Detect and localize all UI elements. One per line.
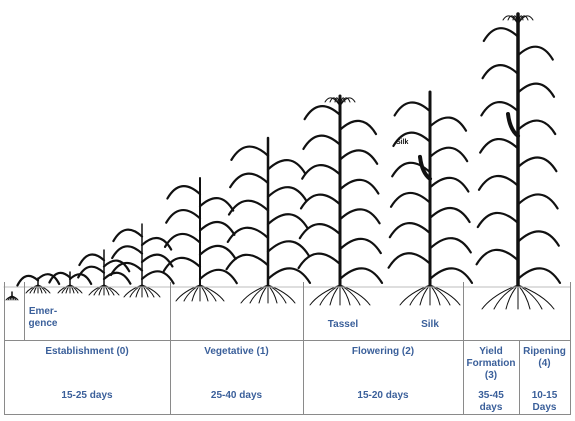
stage-duration-ripening: 10-15 Days <box>531 390 558 413</box>
tassel-label: Tassel <box>327 319 359 330</box>
grid-line-yield-right <box>519 340 520 415</box>
stage-name-ripening: Ripening (4) <box>523 346 566 369</box>
stage-name-yield-formation: Yield Formation (3) <box>466 346 516 381</box>
stage-duration-yield-formation: 35-45 days <box>478 390 504 413</box>
table-bottom-line <box>4 414 571 415</box>
maize-plant <box>162 177 238 302</box>
stage-duration-establishment: 15-25 days <box>61 390 113 401</box>
maize-plant <box>16 273 61 294</box>
table-top-line <box>4 340 571 341</box>
maize-plant <box>475 12 562 310</box>
maize-plant <box>5 291 19 301</box>
maize-plant <box>109 223 175 298</box>
maize-plant <box>387 90 474 306</box>
grid-line-flowering-right <box>463 282 464 415</box>
maize-plant <box>77 249 132 296</box>
stage-duration-flowering: 15-20 days <box>357 390 409 401</box>
grid-line-establishment-right <box>170 282 171 415</box>
silk-annotation: Silk <box>396 139 409 146</box>
silk-label: Silk <box>421 319 439 330</box>
stage-name-flowering: Flowering (2) <box>351 346 415 357</box>
emergence-label: Emer- gence <box>28 306 58 329</box>
maize-plant <box>297 94 384 306</box>
grid-line-right <box>570 282 571 415</box>
stage-duration-vegetative: 25-40 days <box>210 390 263 401</box>
grid-line-left <box>4 282 5 415</box>
stage-name-vegetative: Vegetative (1) <box>204 346 269 357</box>
grid-line-emergence-right <box>24 282 25 340</box>
maize-plant <box>225 136 312 304</box>
stage-name-establishment: Establishment (0) <box>45 346 129 357</box>
maize-plant <box>48 271 93 294</box>
grid-line-vegetative-right <box>303 282 304 415</box>
